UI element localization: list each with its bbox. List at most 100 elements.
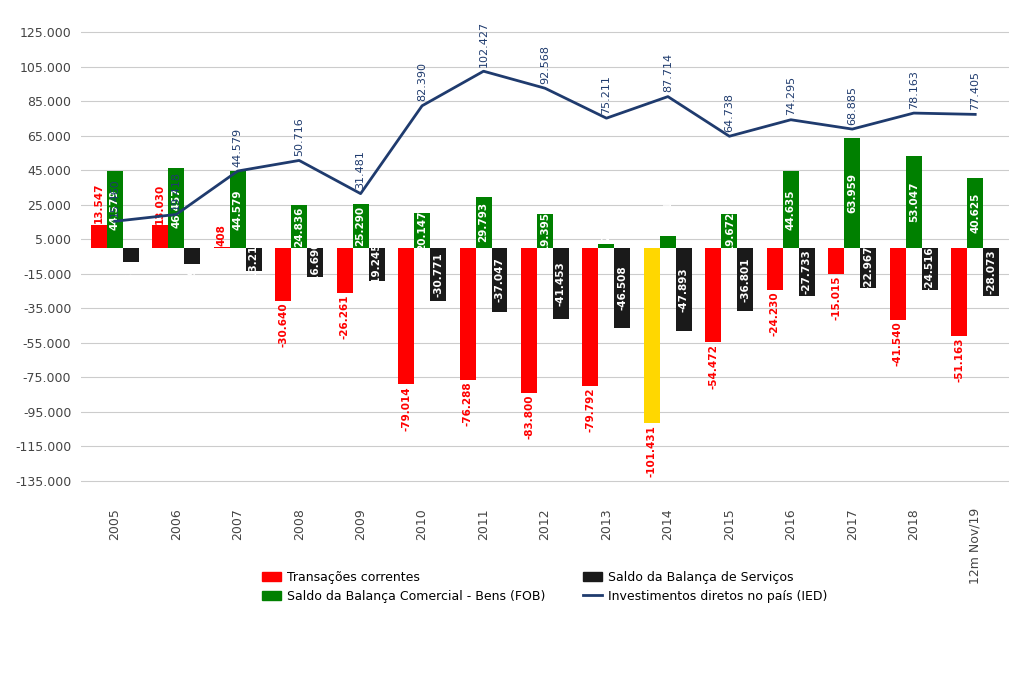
Text: -27.733: -27.733 (802, 250, 812, 294)
Bar (430, 248, 446, 301)
Text: 44.579: 44.579 (232, 189, 243, 230)
Text: 82.390: 82.390 (417, 62, 427, 101)
Text: -22.967: -22.967 (863, 245, 873, 290)
Bar (983, 248, 999, 296)
Bar (521, 248, 537, 393)
Bar (598, 243, 614, 248)
Text: 44.579: 44.579 (110, 189, 120, 230)
Bar (644, 248, 659, 423)
Bar (275, 248, 291, 301)
Text: -36.801: -36.801 (740, 257, 751, 302)
Bar (398, 248, 414, 384)
Bar (845, 138, 860, 248)
Text: -15.015: -15.015 (831, 275, 842, 320)
Text: 40.625: 40.625 (970, 193, 980, 233)
Text: 44.579: 44.579 (232, 128, 243, 167)
Text: -54.472: -54.472 (709, 344, 719, 389)
Text: -46.508: -46.508 (617, 266, 628, 310)
Bar (906, 157, 922, 248)
Text: -79.792: -79.792 (586, 387, 596, 432)
Bar (737, 248, 754, 312)
Text: 64.738: 64.738 (724, 93, 734, 132)
Bar (123, 248, 138, 262)
Bar (553, 248, 569, 319)
Bar (369, 248, 385, 281)
Text: -76.288: -76.288 (463, 382, 472, 426)
Text: -79.014: -79.014 (401, 386, 411, 431)
Bar (644, 248, 659, 423)
Text: 25.290: 25.290 (355, 206, 366, 246)
Bar (214, 247, 229, 248)
Text: 13.030: 13.030 (156, 184, 165, 224)
Bar (951, 248, 968, 336)
Text: 77.405: 77.405 (970, 71, 980, 110)
Text: -9.259: -9.259 (187, 266, 198, 303)
Text: 44.635: 44.635 (785, 189, 796, 230)
Bar (721, 214, 737, 248)
Text: 29.793: 29.793 (478, 202, 488, 243)
Text: 102.427: 102.427 (478, 21, 488, 67)
Text: 19.395: 19.395 (540, 211, 550, 251)
Legend: Transações correntes, Saldo da Balança Comercial - Bens (FOB), Saldo da Balança : Transações correntes, Saldo da Balança C… (257, 565, 833, 608)
Bar (337, 248, 352, 294)
Text: -101.431: -101.431 (647, 425, 657, 477)
Bar (307, 248, 324, 277)
Bar (352, 204, 369, 248)
Bar (583, 248, 598, 386)
Text: 13.547: 13.547 (94, 182, 103, 223)
Bar (229, 171, 246, 248)
Text: -28.073: -28.073 (986, 250, 996, 294)
Bar (475, 196, 492, 248)
Text: 19.672: 19.672 (724, 211, 734, 251)
Bar (537, 215, 553, 248)
Text: -24.230: -24.230 (770, 291, 780, 336)
Text: 19.418: 19.418 (171, 171, 181, 210)
Bar (168, 168, 184, 248)
Text: 68.885: 68.885 (847, 86, 857, 125)
Text: 75.211: 75.211 (601, 75, 611, 114)
Text: -13.218: -13.218 (249, 237, 259, 282)
Text: -8.158: -8.158 (126, 265, 136, 302)
Text: -19.245: -19.245 (372, 243, 382, 287)
Text: -51.163: -51.163 (954, 338, 965, 382)
Bar (460, 248, 475, 380)
Text: -47.893: -47.893 (679, 267, 689, 312)
Text: 53.047: 53.047 (908, 182, 919, 222)
Bar (799, 248, 815, 296)
Bar (922, 248, 938, 290)
Bar (828, 248, 845, 274)
Text: 31.481: 31.481 (355, 150, 366, 189)
Bar (659, 236, 676, 248)
Text: 92.568: 92.568 (540, 45, 550, 84)
Text: -16.690: -16.690 (310, 240, 321, 284)
Bar (676, 248, 692, 331)
Text: 408: 408 (217, 224, 226, 245)
Text: 2.556: 2.556 (601, 208, 611, 241)
Bar (291, 205, 307, 248)
Text: 63.959: 63.959 (847, 173, 857, 212)
Text: -83.800: -83.800 (524, 394, 534, 439)
Bar (614, 248, 631, 329)
Bar (706, 248, 721, 342)
Text: 20.147: 20.147 (417, 210, 427, 251)
Text: 46.457: 46.457 (171, 187, 181, 228)
Bar (153, 226, 168, 248)
Text: -30.640: -30.640 (279, 303, 288, 347)
Text: 50.716: 50.716 (294, 117, 304, 156)
Text: -24.516: -24.516 (925, 247, 935, 291)
Bar (414, 213, 430, 248)
Text: -26.261: -26.261 (340, 295, 349, 340)
Text: -30.771: -30.771 (433, 252, 443, 297)
Bar (968, 178, 983, 248)
Bar (184, 248, 201, 264)
Bar (246, 248, 262, 271)
Bar (860, 248, 877, 287)
Text: 24.836: 24.836 (294, 206, 304, 247)
Bar (492, 248, 508, 312)
Text: 78.163: 78.163 (908, 70, 919, 109)
Text: -37.047: -37.047 (495, 257, 505, 303)
Text: 15.460: 15.460 (110, 178, 120, 217)
Text: 87.714: 87.714 (663, 53, 673, 92)
Text: -41.540: -41.540 (893, 322, 903, 366)
Bar (890, 248, 906, 319)
